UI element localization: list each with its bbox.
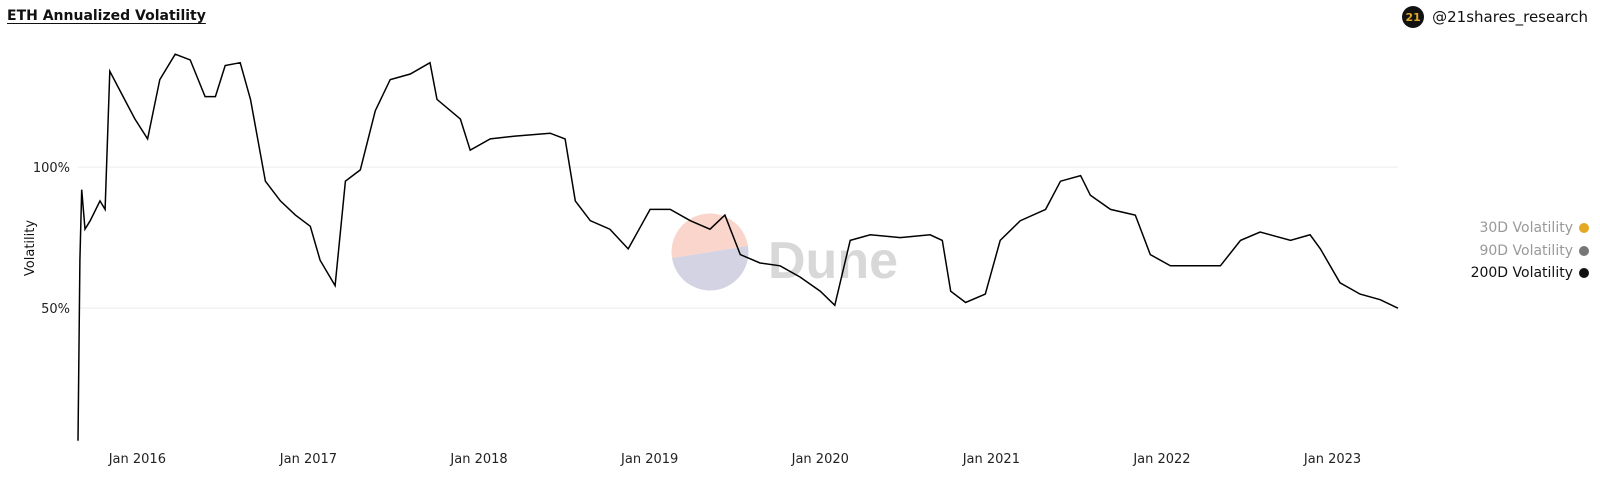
legend-item[interactable]: 200D Volatility [1471,262,1589,285]
chart-title: ETH Annualized Volatility [7,8,206,24]
x-tick-label: Jan 2019 [620,452,678,467]
brand: 21 @21shares_research [1402,6,1588,28]
legend-label: 90D Volatility [1479,242,1573,259]
x-tick-label: Jan 2020 [791,452,849,467]
x-tick-label: Jan 2022 [1132,452,1190,467]
brand-logo: 21 [1402,6,1425,28]
legend-dot-icon [1579,268,1589,279]
legend-item[interactable]: 30D Volatility [1471,217,1589,240]
y-tick-label: 50% [41,302,70,317]
legend-label: 200D Volatility [1470,265,1573,281]
brand-handle: @21shares_research [1432,8,1588,26]
x-tick-label: Jan 2017 [279,452,337,467]
legend-dot-icon [1579,245,1589,256]
legend-label: 30D Volatility [1479,220,1573,236]
x-tick-label: Jan 2016 [108,452,166,467]
legend: 30D Volatility 90D Volatility 200D Volatil… [1471,217,1589,285]
series-line-200d [77,53,1399,441]
legend-dot-icon [1579,223,1589,234]
x-tick-label: Jan 2023 [1303,452,1361,467]
y-tick-label: 100% [33,161,70,176]
watermark-text: Dune [768,232,898,290]
x-tick-label: Jan 2021 [962,452,1020,467]
x-tick-label: Jan 2018 [449,452,507,467]
legend-item[interactable]: 90D Volatility [1471,240,1589,263]
y-axis-label: Volatility [23,220,38,276]
dune-watermark: Dune [671,213,898,291]
